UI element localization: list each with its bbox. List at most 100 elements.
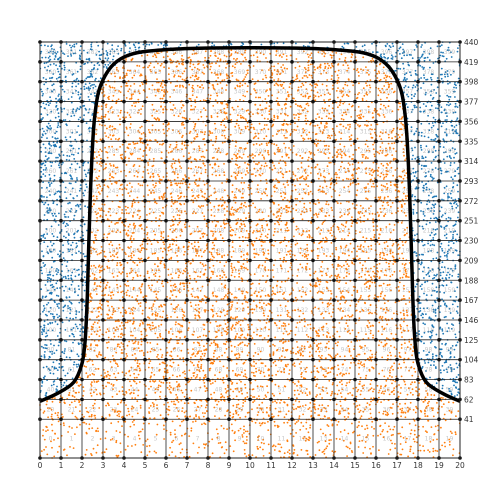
point-outside <box>106 67 108 69</box>
point-outside <box>40 136 43 139</box>
point-inside <box>388 262 390 265</box>
point-inside <box>132 261 135 263</box>
point-outside <box>79 184 82 187</box>
point-inside <box>198 255 200 257</box>
point-outside <box>62 276 65 278</box>
point-inside <box>160 151 163 154</box>
point-outside <box>441 261 444 264</box>
point-outside <box>70 277 72 279</box>
point-inside <box>309 207 312 210</box>
point-inside <box>362 264 364 267</box>
point-outside <box>410 97 413 100</box>
point-inside <box>225 391 228 394</box>
point-inside <box>389 252 392 255</box>
point-inside <box>319 66 322 69</box>
point-inside <box>378 449 380 452</box>
point-outside <box>415 44 418 46</box>
point-inside <box>339 143 341 146</box>
point-inside <box>344 397 347 400</box>
point-outside <box>420 122 423 125</box>
point-inside <box>266 258 269 260</box>
point-inside <box>242 375 245 377</box>
point-outside <box>55 349 58 352</box>
point-outside <box>425 223 428 226</box>
point-inside <box>121 209 124 211</box>
point-inside <box>317 149 319 152</box>
point-inside <box>215 320 217 323</box>
point-inside <box>264 241 266 243</box>
point-outside <box>423 59 426 62</box>
point-inside <box>161 198 164 200</box>
point-inside <box>430 394 433 396</box>
point-inside <box>319 393 322 396</box>
point-inside <box>134 142 137 145</box>
point-inside <box>329 232 332 235</box>
point-inside <box>296 341 298 343</box>
point-inside <box>307 64 310 67</box>
point-inside <box>119 261 121 264</box>
point-outside <box>440 44 443 46</box>
point-outside <box>446 256 448 258</box>
point-inside <box>140 340 143 343</box>
point-inside <box>381 257 384 260</box>
point-outside <box>443 251 446 254</box>
point-inside <box>306 257 309 260</box>
point-inside <box>452 454 454 457</box>
point-inside <box>95 195 98 198</box>
point-inside <box>295 58 298 60</box>
point-outside <box>389 46 392 48</box>
point-inside <box>149 405 152 407</box>
point-outside <box>446 250 449 253</box>
point-inside <box>263 314 266 317</box>
point-inside <box>301 82 304 85</box>
point-inside <box>158 88 160 91</box>
point-inside <box>182 246 185 249</box>
point-inside <box>212 233 215 235</box>
point-inside <box>283 67 286 70</box>
point-inside <box>177 130 180 133</box>
point-outside <box>58 93 60 96</box>
point-inside <box>139 274 142 277</box>
point-inside <box>129 85 132 87</box>
point-inside <box>324 126 326 129</box>
point-inside <box>137 183 140 185</box>
point-inside <box>240 387 243 390</box>
point-inside <box>199 377 201 379</box>
point-outside <box>47 203 50 206</box>
point-inside <box>265 57 267 59</box>
point-outside <box>431 176 433 179</box>
point-inside <box>367 326 369 329</box>
point-outside <box>75 310 78 312</box>
point-outside <box>41 333 44 336</box>
point-outside <box>392 45 395 48</box>
point-inside <box>194 166 197 168</box>
point-inside <box>337 300 339 303</box>
point-inside <box>364 278 367 281</box>
point-outside <box>78 189 81 192</box>
point-inside <box>189 130 192 133</box>
point-outside <box>46 245 49 248</box>
point-outside <box>70 350 73 353</box>
point-inside <box>317 343 320 345</box>
point-outside <box>434 233 437 235</box>
point-outside <box>429 270 431 272</box>
point-inside <box>106 370 109 373</box>
point-outside <box>448 273 451 276</box>
point-inside <box>159 64 162 67</box>
point-inside <box>383 176 386 179</box>
point-outside <box>76 179 78 181</box>
point-inside <box>325 215 327 218</box>
point-inside <box>136 362 139 364</box>
point-inside <box>279 443 281 446</box>
point-outside <box>423 50 425 53</box>
point-inside <box>328 105 330 107</box>
point-inside <box>364 124 366 126</box>
point-inside <box>105 287 107 290</box>
point-inside <box>141 260 144 263</box>
point-inside <box>293 254 296 257</box>
point-inside <box>194 355 197 357</box>
point-inside <box>195 254 198 257</box>
point-inside <box>342 409 345 412</box>
point-inside <box>241 436 244 438</box>
point-outside <box>41 90 43 93</box>
